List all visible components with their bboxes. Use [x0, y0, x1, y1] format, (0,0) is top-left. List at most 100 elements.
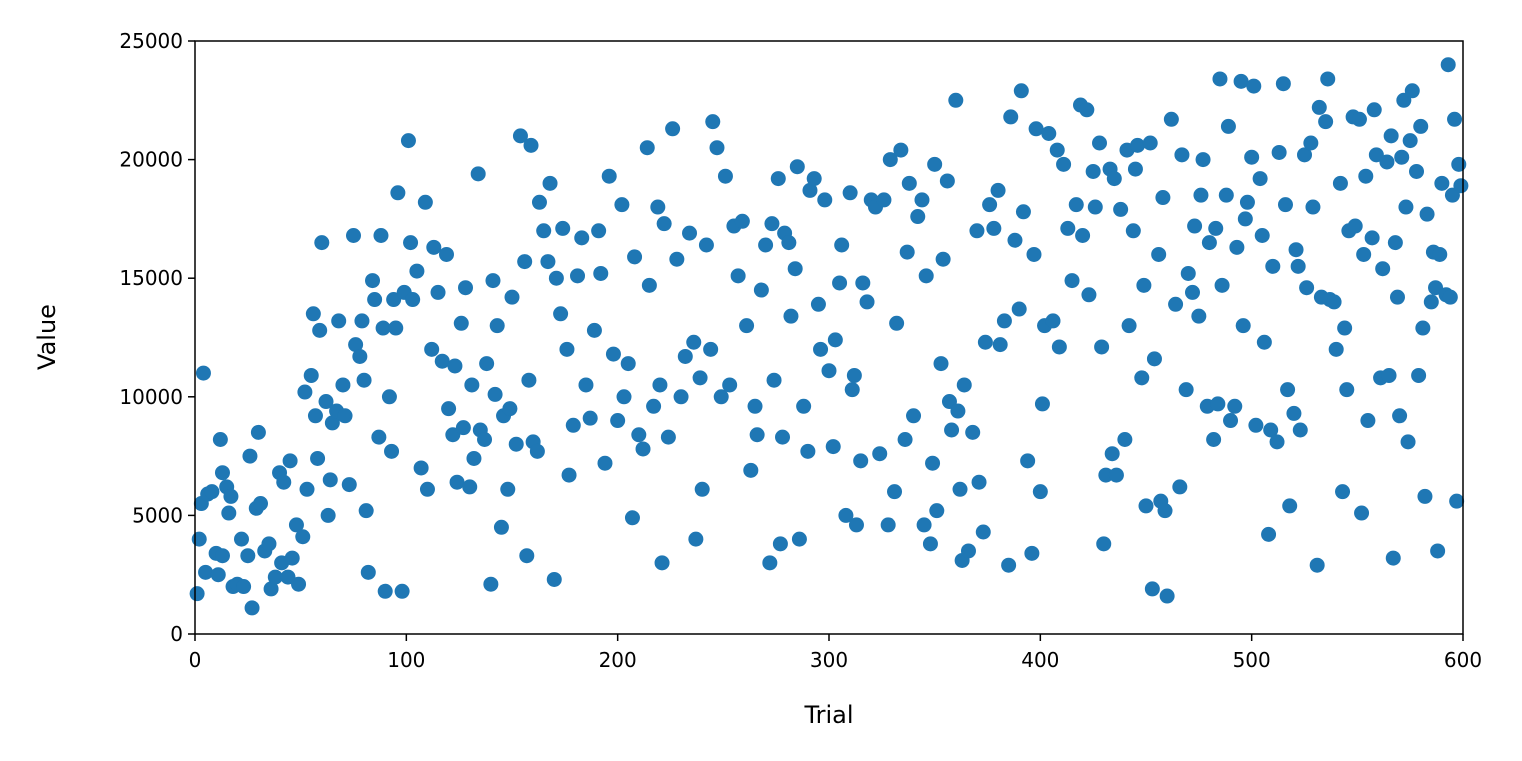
point — [1174, 147, 1190, 163]
point — [1351, 111, 1367, 127]
point — [500, 481, 516, 497]
point — [950, 403, 966, 419]
point — [1328, 341, 1344, 357]
point — [1398, 199, 1414, 215]
point — [1227, 398, 1243, 414]
point — [1060, 220, 1076, 236]
point — [318, 394, 334, 410]
point — [1277, 197, 1293, 213]
point — [1411, 367, 1427, 383]
point — [703, 341, 719, 357]
point — [918, 268, 934, 284]
point — [512, 128, 528, 144]
point — [548, 270, 564, 286]
point — [341, 477, 357, 493]
point — [1168, 296, 1184, 312]
point — [1364, 230, 1380, 246]
point — [901, 175, 917, 191]
point — [730, 268, 746, 284]
point — [639, 140, 655, 156]
point — [597, 455, 613, 471]
point — [546, 571, 562, 587]
point — [1034, 396, 1050, 412]
point — [1434, 175, 1450, 191]
point — [1339, 382, 1355, 398]
point — [1051, 339, 1067, 355]
point — [356, 372, 372, 388]
point — [1305, 199, 1321, 215]
point — [739, 318, 755, 334]
point — [267, 569, 283, 585]
point — [1208, 220, 1224, 236]
point — [384, 443, 400, 459]
point — [844, 382, 860, 398]
point — [1151, 246, 1167, 262]
point — [365, 273, 381, 289]
point — [578, 377, 594, 393]
point — [827, 332, 843, 348]
point — [722, 377, 738, 393]
point — [796, 398, 812, 414]
point — [297, 384, 313, 400]
point — [1026, 246, 1042, 262]
point — [517, 254, 533, 270]
point — [1081, 287, 1097, 303]
point — [1075, 228, 1091, 244]
point — [758, 237, 774, 253]
point — [650, 199, 666, 215]
y-tick-label: 10000 — [119, 385, 183, 409]
point — [1366, 102, 1382, 118]
point — [240, 548, 256, 564]
point — [1337, 320, 1353, 336]
point — [453, 315, 469, 331]
point — [1020, 453, 1036, 469]
point — [521, 372, 537, 388]
point — [1430, 543, 1446, 559]
point — [825, 439, 841, 455]
point — [542, 175, 558, 191]
point — [508, 436, 524, 452]
point — [1223, 413, 1239, 429]
point — [477, 431, 493, 447]
point — [846, 367, 862, 383]
point — [1254, 228, 1270, 244]
point — [1311, 99, 1327, 115]
point — [1056, 156, 1072, 172]
point — [800, 443, 816, 459]
point — [1013, 83, 1029, 99]
point — [434, 353, 450, 369]
point — [990, 182, 1006, 198]
point — [367, 292, 383, 308]
point — [1292, 422, 1308, 438]
point — [1108, 467, 1124, 483]
point — [502, 401, 518, 417]
point — [390, 185, 406, 201]
point — [1210, 396, 1226, 412]
point — [1079, 102, 1095, 118]
point — [960, 543, 976, 559]
point — [1193, 187, 1209, 203]
point — [660, 429, 676, 445]
point — [250, 424, 266, 440]
point — [295, 529, 311, 545]
point — [933, 356, 949, 372]
point — [1187, 218, 1203, 234]
point — [403, 235, 419, 251]
point — [280, 569, 296, 585]
point — [388, 320, 404, 336]
point — [346, 228, 361, 244]
point — [1379, 154, 1395, 170]
point — [855, 275, 871, 291]
point — [1121, 318, 1137, 334]
point — [889, 315, 905, 331]
point — [377, 583, 393, 599]
point — [1244, 149, 1260, 165]
point — [464, 377, 480, 393]
point — [426, 239, 442, 255]
point — [223, 488, 239, 504]
point — [688, 531, 704, 547]
point — [952, 481, 968, 497]
point — [570, 268, 586, 284]
point — [409, 263, 425, 279]
